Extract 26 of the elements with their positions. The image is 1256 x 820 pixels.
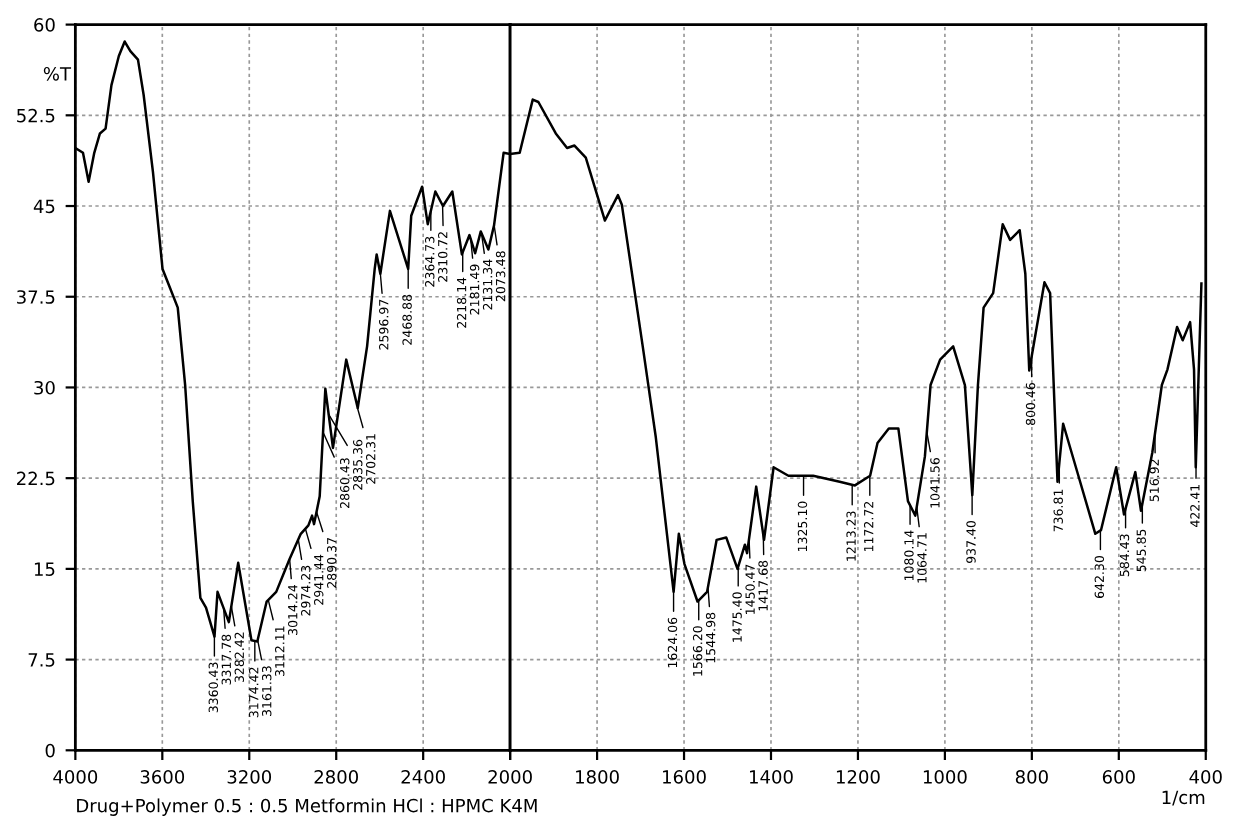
x-tick-label: 1200: [836, 770, 880, 784]
y-tick-label: 52.5: [17, 108, 55, 123]
x-tick-label: 1800: [576, 770, 619, 784]
y-tick-label: 22.5: [17, 471, 55, 486]
y-tick-label: 45: [33, 199, 55, 214]
x-tick-label: 600: [1102, 770, 1135, 784]
x-tick-label: 1400: [750, 770, 793, 784]
x-axis-title: 1/cm: [1162, 790, 1205, 806]
y-tick-label: 7.5: [28, 653, 55, 667]
y-tick-label: 37.5: [17, 290, 55, 304]
x-tick-label: 400: [1189, 770, 1222, 784]
text: Drug+Polymer 0.5 : 0.5 Metformin HCl : HPMC K4M: [77, 798, 537, 816]
y-axis-title: %T: [43, 66, 72, 81]
x-tick-label: 800: [1015, 770, 1048, 784]
x-tick-label: 1000: [923, 770, 967, 784]
x-tick-label: 3200: [227, 770, 272, 784]
x-tick-label: 2800: [314, 770, 358, 784]
y-tick-label: 60: [34, 18, 55, 32]
x-tick-label: 2000: [488, 770, 532, 784]
y-tick-label: 30: [34, 380, 55, 395]
x-tick-label: 1600: [663, 770, 706, 784]
y-tick-label: 0: [45, 743, 55, 758]
y-tick-label: 15: [34, 562, 55, 576]
x-tick-label: 2400: [401, 770, 445, 784]
x-tick-label: 4000: [53, 770, 98, 784]
x-tick-label: 3600: [140, 770, 185, 784]
